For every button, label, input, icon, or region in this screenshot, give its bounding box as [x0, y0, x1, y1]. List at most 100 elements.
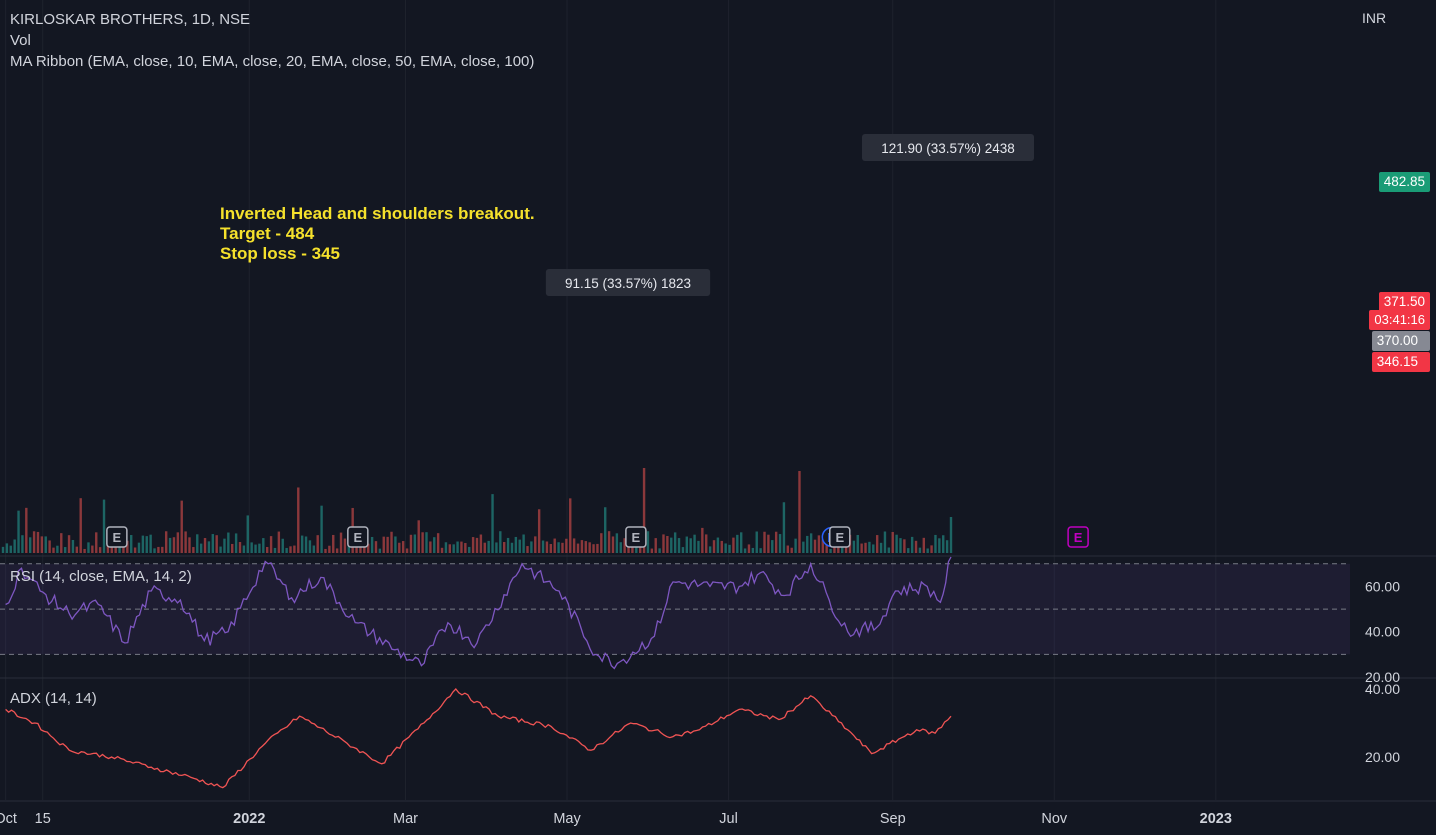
volume-bar — [359, 543, 362, 553]
volume-bar — [133, 547, 137, 553]
volume-bar — [471, 537, 475, 553]
volume-bar — [860, 543, 863, 553]
volume-bar — [673, 532, 677, 553]
volume-bar — [250, 542, 253, 553]
volume-bar — [180, 500, 183, 553]
adx-tick: 20.00 — [1365, 749, 1400, 765]
volume-bar — [417, 520, 420, 553]
time-tick: 2023 — [1200, 811, 1232, 827]
volume-bar — [611, 536, 615, 553]
volume-bar — [483, 542, 486, 553]
volume-bar — [440, 547, 444, 553]
volume-bar — [502, 542, 506, 553]
volume-bar — [320, 505, 323, 553]
volume-bar — [335, 548, 339, 553]
volume-bar — [168, 537, 172, 553]
volume-bar — [405, 548, 409, 553]
volume-bar — [141, 535, 145, 553]
volume-bar — [685, 536, 689, 553]
volume-bar — [891, 531, 894, 553]
volume-bar — [460, 541, 463, 553]
volume-bar — [549, 544, 553, 553]
volume-bar — [21, 535, 24, 553]
volume-bar — [518, 539, 521, 553]
volume-bar — [541, 540, 545, 553]
time-tick: 2022 — [233, 811, 265, 827]
volume-bar — [829, 548, 832, 553]
measure-label-bg — [545, 269, 711, 296]
volume-bar — [666, 535, 669, 553]
volume-bar — [188, 537, 191, 553]
volume-bar — [83, 548, 86, 553]
volume-bar — [475, 537, 479, 553]
measure-tool-2: 121.90 (33.57%) 2438 — [862, 134, 1034, 161]
volume-bar — [196, 534, 199, 553]
volume-bar — [491, 494, 494, 553]
volume-bar — [751, 547, 755, 553]
earnings-box — [625, 526, 647, 548]
volume-bar — [868, 541, 871, 553]
volume-bar — [545, 541, 549, 553]
volume-bar — [153, 548, 156, 553]
volume-bar — [157, 546, 160, 553]
volume-bar — [693, 534, 696, 553]
volume-bar — [635, 546, 638, 553]
volume-bar — [907, 548, 910, 553]
volume-bar — [875, 535, 879, 553]
volume-bar — [864, 542, 867, 553]
volume-bar — [304, 536, 308, 553]
volume-bar — [192, 547, 195, 553]
volume-bar — [265, 546, 269, 553]
adx-tick: 40.00 — [1365, 681, 1400, 697]
volume-bar — [681, 547, 685, 553]
time-tick: May — [553, 811, 581, 827]
volume-bar — [452, 544, 455, 553]
volume-bar — [677, 538, 681, 553]
volume-bar — [409, 534, 413, 553]
volume-bar — [650, 548, 654, 553]
volume-bar — [844, 546, 848, 553]
volume-bar — [654, 538, 657, 553]
time-tick: Sep — [880, 811, 906, 827]
volume-bar — [436, 533, 440, 553]
volume-bar — [164, 531, 168, 553]
volume-bar — [712, 540, 716, 553]
volume-bar — [448, 544, 452, 553]
time-tick: Mar — [393, 811, 418, 827]
volume-bar — [872, 544, 875, 553]
volume-bar — [32, 531, 36, 553]
volume-bar — [856, 535, 859, 553]
volume-bar — [332, 534, 335, 553]
volume-bar — [176, 532, 180, 553]
volume-bar — [732, 537, 735, 553]
volume-bar — [324, 548, 327, 553]
volume-bar — [809, 533, 813, 553]
rsi-tick: 20.00 — [1365, 669, 1400, 685]
volume-bar — [161, 546, 164, 553]
volume-bar — [743, 548, 747, 553]
volume-bar — [363, 543, 366, 553]
pattern-annotation[interactable]: Inverted Head and shoulders breakout. Ta… — [220, 204, 535, 264]
volume-bar — [658, 548, 661, 553]
volume-bar — [67, 535, 71, 553]
volume-bar — [903, 539, 906, 553]
volume-bar — [297, 487, 300, 553]
annotation-line-2: Target - 484 — [220, 224, 315, 243]
volume-bar — [887, 547, 891, 553]
volume-bar — [771, 540, 774, 553]
volume-bar — [343, 538, 347, 553]
volume-bar — [557, 542, 560, 553]
volume-bar — [802, 541, 805, 553]
earnings-marker: E — [106, 526, 128, 548]
volume-bar — [895, 534, 898, 553]
volume-bar — [479, 534, 483, 553]
volume-bar — [13, 539, 16, 553]
volume-bar — [600, 533, 603, 553]
volume-bar — [95, 532, 98, 553]
volume-bar — [203, 538, 207, 553]
volume-bar — [720, 540, 723, 553]
volume-bar — [821, 539, 824, 553]
volume-bar — [942, 535, 945, 553]
volume-bar — [689, 538, 692, 553]
